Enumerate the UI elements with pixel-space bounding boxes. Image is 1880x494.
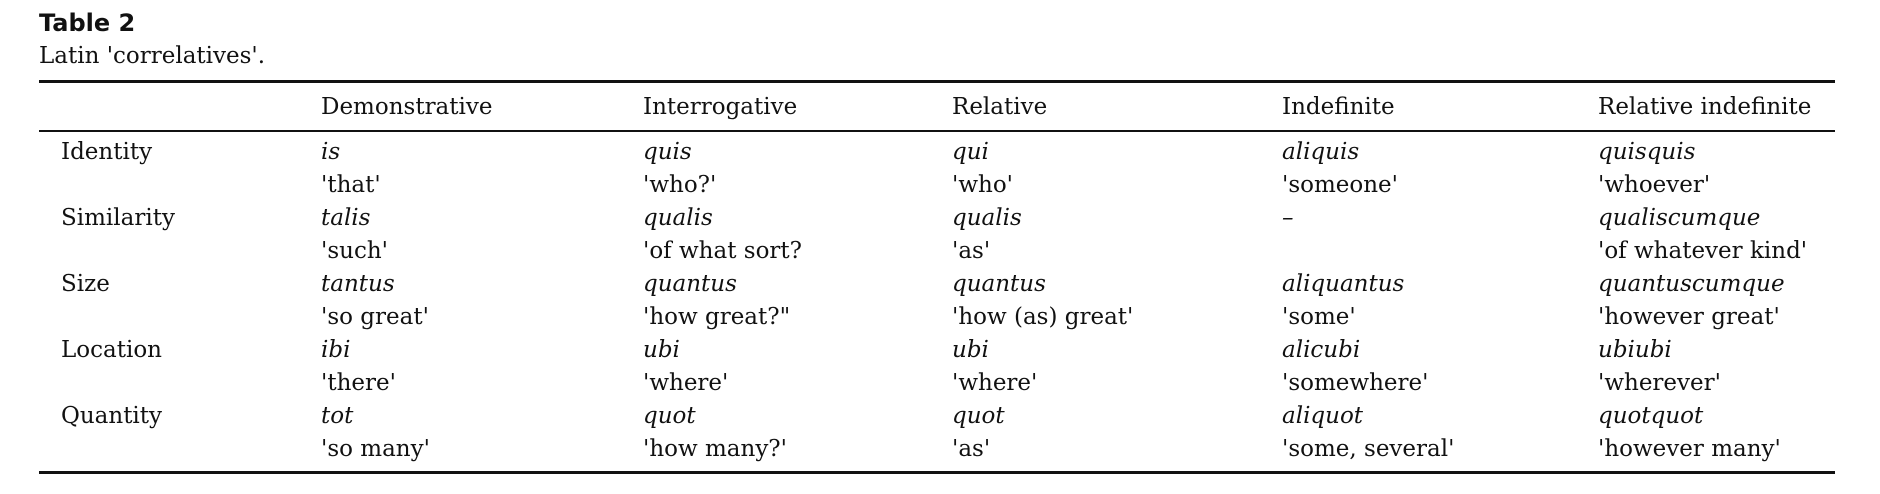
- gloss: 'some': [1282, 304, 1356, 330]
- gloss: 'some, several': [1282, 436, 1455, 462]
- latin-form: qualiscumque: [1598, 205, 1761, 231]
- row-label: Quantity: [61, 403, 163, 429]
- gloss: 'however great': [1598, 304, 1780, 330]
- latin-form: tantus: [321, 271, 395, 297]
- latin-form: qualis: [952, 205, 1022, 231]
- latin-form: talis: [321, 205, 371, 231]
- latin-form: qualis: [643, 205, 713, 231]
- column-header: Indefinite: [1282, 94, 1395, 120]
- table-title: Table 2: [39, 9, 136, 37]
- latin-form: aliquis: [1282, 139, 1360, 165]
- gloss: 'someone': [1282, 172, 1398, 198]
- gloss: 'whoever': [1598, 172, 1711, 198]
- latin-form: ibi: [321, 337, 351, 363]
- latin-form: quantus: [643, 271, 737, 297]
- latin-form: quot: [643, 403, 696, 429]
- header-rule: [39, 130, 1835, 132]
- column-header: Relative indefinite: [1598, 94, 1812, 120]
- latin-form: quantus: [952, 271, 1046, 297]
- column-header: Interrogative: [643, 94, 798, 120]
- gloss: 'how (as) great': [952, 304, 1134, 330]
- gloss: 'of whatever kind': [1598, 238, 1808, 264]
- gloss: 'as': [952, 238, 991, 264]
- row-label: Similarity: [61, 205, 175, 231]
- latin-form: quotquot: [1598, 403, 1704, 429]
- column-header: Demonstrative: [321, 94, 493, 120]
- gloss: 'where': [952, 370, 1038, 396]
- latin-form: quantuscumque: [1598, 271, 1785, 297]
- column-header: Relative: [952, 94, 1048, 120]
- latin-form: alicubi: [1282, 337, 1361, 363]
- bottom-rule: [39, 471, 1835, 474]
- latin-form: is: [321, 139, 341, 165]
- gloss: 'so great': [321, 304, 429, 330]
- gloss: 'somewhere': [1282, 370, 1429, 396]
- row-label: Size: [61, 271, 110, 297]
- row-label: Location: [61, 337, 162, 363]
- table-caption: Latin 'correlatives'.: [39, 43, 266, 69]
- latin-form: aliquot: [1282, 403, 1364, 429]
- gloss: 'how many?': [643, 436, 787, 462]
- top-rule: [39, 80, 1835, 83]
- latin-form: –: [1282, 205, 1294, 231]
- gloss: 'who?': [643, 172, 717, 198]
- latin-form: quisquis: [1598, 139, 1696, 165]
- latin-form: ubi: [952, 337, 989, 363]
- latin-form: ubiubi: [1598, 337, 1672, 363]
- gloss: 'who': [952, 172, 1013, 198]
- gloss: 'there': [321, 370, 396, 396]
- gloss: 'where': [643, 370, 729, 396]
- row-label: Identity: [61, 139, 153, 165]
- gloss: 'of what sort?: [643, 238, 802, 264]
- latin-form: quis: [643, 139, 692, 165]
- gloss: 'wherever': [1598, 370, 1721, 396]
- gloss: 'so many': [321, 436, 430, 462]
- gloss: 'as': [952, 436, 991, 462]
- latin-form: qui: [952, 139, 989, 165]
- latin-form: ubi: [643, 337, 680, 363]
- gloss: 'however many': [1598, 436, 1781, 462]
- gloss: 'that': [321, 172, 381, 198]
- latin-form: aliquantus: [1282, 271, 1405, 297]
- gloss: 'such': [321, 238, 388, 264]
- gloss: 'how great?": [643, 304, 791, 330]
- latin-form: quot: [952, 403, 1005, 429]
- latin-form: tot: [321, 403, 354, 429]
